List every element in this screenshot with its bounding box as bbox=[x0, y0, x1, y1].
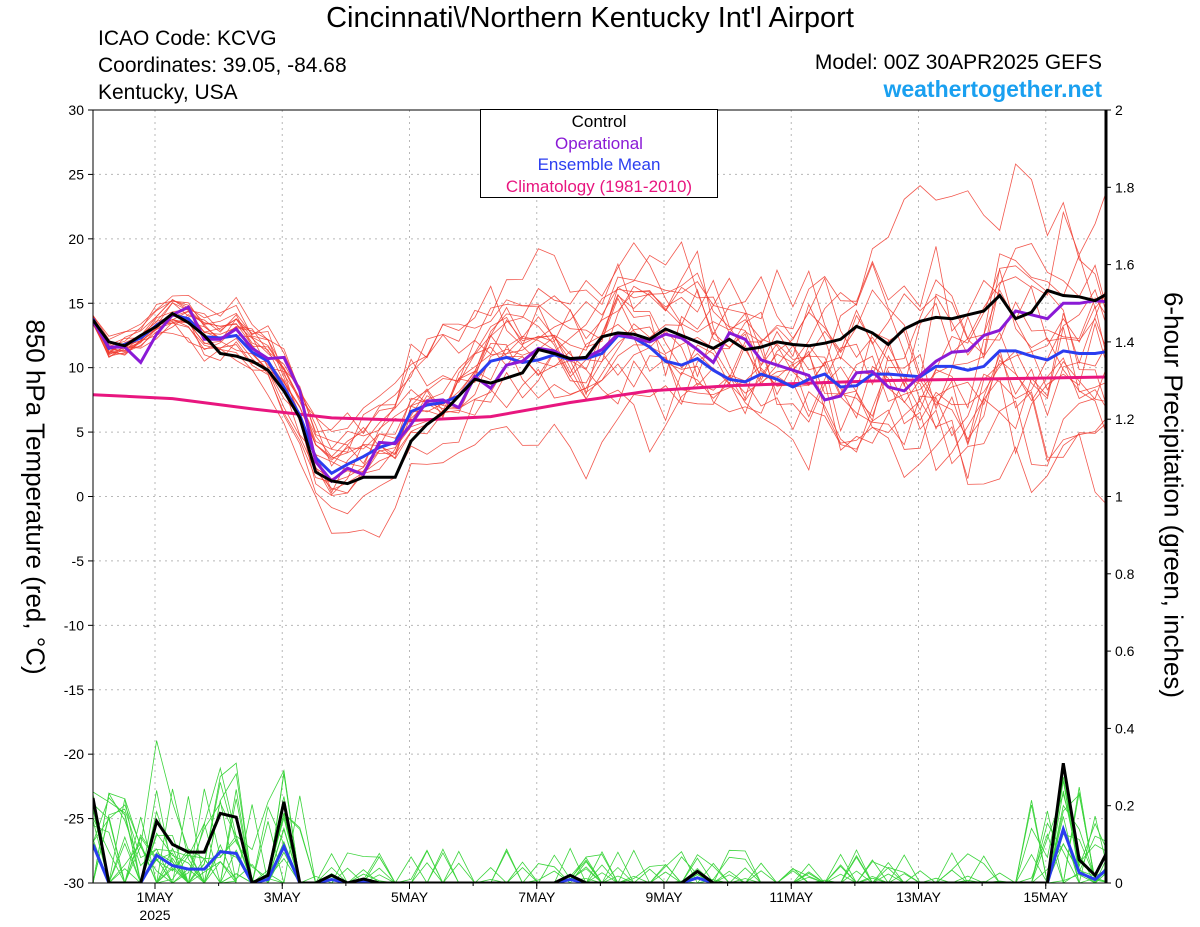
y-right-tick-label: 0.8 bbox=[1115, 566, 1135, 582]
x-tick-label: 3MAY bbox=[264, 889, 302, 905]
y-left-tick-label: -25 bbox=[64, 811, 84, 827]
x-tick-label: 7MAY bbox=[518, 889, 556, 905]
precip-member-line bbox=[93, 766, 1106, 883]
coordinates: Coordinates: 39.05, -84.68 bbox=[98, 54, 347, 77]
y-left-tick-label: 0 bbox=[76, 489, 84, 505]
gridlines bbox=[93, 110, 1106, 883]
x-tick-label: 1MAY bbox=[136, 889, 174, 905]
temp-member-line bbox=[93, 287, 1106, 479]
temp-member-line bbox=[93, 253, 1106, 538]
control-temp-line bbox=[93, 288, 1106, 486]
x-tick-label: 5MAY bbox=[391, 889, 429, 905]
icao-code: ICAO Code: KCVG bbox=[98, 27, 277, 50]
y-left-tick-label: 25 bbox=[68, 166, 84, 182]
x-tick-label: 11MAY bbox=[769, 889, 813, 905]
y-right-tick-label: 2 bbox=[1115, 102, 1123, 118]
x-tick-label: 9MAY bbox=[645, 889, 683, 905]
y-right-tick-label: 0 bbox=[1115, 875, 1123, 891]
axes bbox=[88, 109, 1111, 889]
precip-member-line bbox=[93, 780, 1106, 883]
tick-labels: 302520151050-5-10-15-20-25-3021.81.61.41… bbox=[64, 102, 1135, 923]
legend-ensemble-mean: Ensemble Mean bbox=[537, 155, 661, 175]
precip-member-line bbox=[93, 771, 1106, 883]
brand-link[interactable]: weathertogether.net bbox=[883, 76, 1102, 102]
ensemble-mean-temp-line bbox=[93, 313, 1106, 476]
y-right-tick-label: 0.6 bbox=[1115, 643, 1135, 659]
y-left-tick-label: -30 bbox=[64, 875, 84, 891]
y-left-tick-label: -10 bbox=[64, 617, 84, 633]
y-left-tick-label: 15 bbox=[68, 295, 84, 311]
temp-member-line bbox=[93, 248, 1106, 451]
temp-member-line bbox=[93, 191, 1106, 461]
legend-operational: Operational bbox=[555, 133, 643, 153]
x-year-label: 2025 bbox=[139, 907, 170, 923]
temp-member-line bbox=[93, 268, 1106, 450]
y-left-tick-label: 5 bbox=[76, 424, 84, 440]
precip-member-line bbox=[93, 780, 1106, 883]
control-precip-line bbox=[93, 762, 1106, 883]
main-series bbox=[93, 288, 1106, 883]
x-tick-label: 15MAY bbox=[1023, 889, 1069, 905]
temp-member-line bbox=[93, 243, 1106, 453]
region: Kentucky, USA bbox=[98, 81, 238, 104]
y-right-tick-label: 1.8 bbox=[1115, 179, 1135, 195]
y-right-tick-label: 1 bbox=[1115, 489, 1123, 505]
y-left-tick-label: -5 bbox=[72, 553, 85, 569]
y-right-tick-label: 1.4 bbox=[1115, 334, 1135, 350]
precip-member-line bbox=[93, 792, 1106, 883]
y-left-tick-label: 20 bbox=[68, 231, 84, 247]
y-left-tick-label: 10 bbox=[68, 360, 84, 376]
precip-member-line bbox=[93, 769, 1106, 883]
model-run: Model: 00Z 30APR2025 GEFS bbox=[814, 51, 1102, 74]
chart-title: Cincinnati\/Northern Kentucky Int'l Airp… bbox=[326, 2, 854, 34]
x-tick-label: 13MAY bbox=[896, 889, 942, 905]
precip-member-line bbox=[93, 804, 1106, 883]
temp-member-line bbox=[93, 318, 1106, 483]
y-left-tick-label: -15 bbox=[64, 682, 84, 698]
ensemble-members bbox=[93, 163, 1106, 883]
y-right-tick-label: 0.4 bbox=[1115, 720, 1135, 736]
temp-member-line bbox=[93, 279, 1106, 472]
precip-member-line bbox=[93, 790, 1106, 883]
y-right-tick-label: 0.2 bbox=[1115, 798, 1135, 814]
legend-control: Control bbox=[571, 112, 627, 131]
temp-member-line bbox=[93, 294, 1106, 458]
y-right-tick-label: 1.2 bbox=[1115, 411, 1135, 427]
temp-member-line bbox=[93, 276, 1106, 515]
legend: Control Operational Ensemble Mean Climat… bbox=[480, 109, 718, 198]
precip-member-line bbox=[93, 740, 1106, 883]
y-right-tick-label: 1.6 bbox=[1115, 257, 1135, 273]
y-left-tick-label: 30 bbox=[68, 102, 84, 118]
climatology-line bbox=[93, 375, 1106, 423]
y-left-tick-label: -20 bbox=[64, 746, 84, 762]
precip-member-line bbox=[93, 772, 1106, 883]
legend-climatology: Climatology (1981-2010) bbox=[505, 177, 693, 197]
precip-member-line bbox=[93, 762, 1106, 883]
